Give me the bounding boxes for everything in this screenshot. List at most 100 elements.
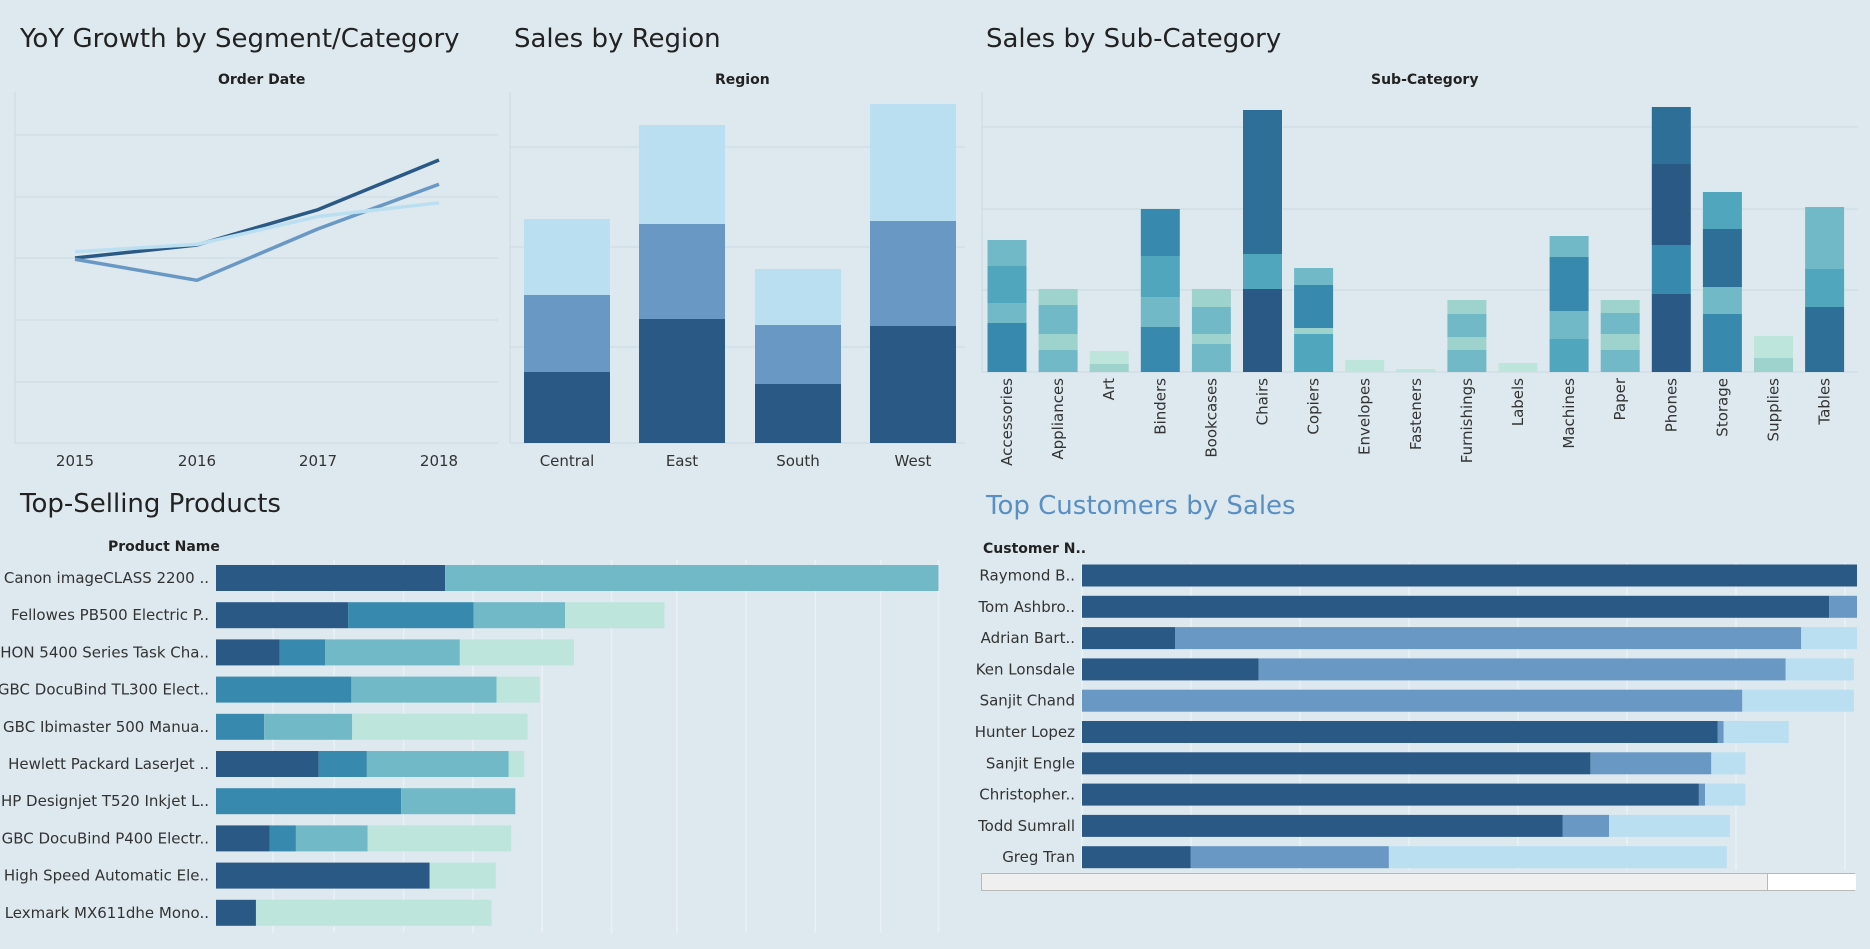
subcat-bar-segment [1651, 107, 1691, 164]
subcat-x-tick-label: Furnishings [1458, 378, 1476, 463]
customers-row-label: Christopher.. [979, 786, 1075, 804]
subcat-bar-segment [1498, 363, 1538, 372]
products-title: Top-Selling Products [20, 489, 281, 519]
region-bar-segment [639, 224, 725, 319]
customers-bar-segment [1801, 627, 1857, 650]
customers-bar-segment [1258, 658, 1786, 681]
products-bar-segment [216, 602, 349, 629]
customers-bar-segment [1190, 846, 1389, 869]
products-bar-segment [216, 751, 319, 777]
customers-row-label: Adrian Bart.. [981, 629, 1075, 647]
subcat-bar-segment [1038, 350, 1078, 372]
products-bar-segment [429, 862, 496, 889]
products-bar-segment [318, 751, 367, 777]
subcat-bar-segment [1243, 289, 1282, 372]
subcat-bar-segment [1549, 311, 1589, 339]
subcat-bar-segment [1549, 339, 1589, 372]
subcat-title: Sales by Sub-Category [986, 24, 1282, 54]
products-row-label: Canon imageCLASS 2200 .. [4, 569, 209, 587]
region-bar-segment [755, 325, 841, 384]
subcat-bar-segment [1396, 369, 1436, 372]
subcat-bar-segment [1702, 287, 1742, 314]
subcat-x-tick-label: Tables [1816, 378, 1834, 426]
region-x-tick-label: South [776, 452, 820, 470]
products-bar-segment [279, 639, 326, 666]
products-bar-segment [401, 788, 516, 815]
region-bar-segment [524, 295, 610, 372]
products-row-label: Hewlett Packard LaserJet .. [8, 755, 209, 773]
subcat-x-tick-label: Accessories [998, 378, 1016, 466]
customers-bar-segment [1562, 814, 1609, 837]
subcat-bar-segment [1702, 229, 1742, 287]
region-title: Sales by Region [514, 24, 721, 54]
products-row-label: GBC Ibimaster 500 Manua.. [3, 718, 209, 736]
products-row-label: High Speed Automatic Ele.. [4, 867, 209, 885]
subcat-bar-segment [1600, 300, 1640, 313]
subcat-bar-segment [1140, 256, 1180, 297]
subcat-bar-segment [1651, 245, 1691, 294]
subcat-bar-segment [1191, 307, 1231, 334]
products-bar-segment [352, 713, 528, 740]
customers-row-label: Todd Sumrall [977, 817, 1075, 835]
subcat-bar-segment [1038, 289, 1078, 305]
region-bar-segment [524, 219, 610, 295]
products-bar-segment [216, 676, 352, 703]
subcat-bar-segment [1447, 300, 1487, 314]
products-bar-segment [565, 602, 665, 629]
region-x-tick-label: East [666, 452, 698, 470]
products-bar-segment [216, 825, 270, 852]
subcat-axis-header: Sub-Category [1371, 72, 1479, 88]
customers-row-label: Raymond B.. [979, 567, 1075, 585]
yoy-x-tick-label: 2016 [178, 452, 216, 470]
subcat-x-tick-label: Copiers [1305, 378, 1323, 435]
products-row-label: HON 5400 Series Task Cha.. [0, 643, 209, 661]
subcat-bar-segment [1805, 307, 1845, 372]
customers-row-label: Ken Lonsdale [976, 660, 1075, 678]
products-row-label: Lexmark MX611dhe Mono.. [5, 904, 209, 922]
customers-bar-segment [1609, 814, 1730, 837]
products-column-header: Product Name [108, 539, 220, 555]
subcat-bar-segment [1754, 336, 1793, 358]
yoy-series-line-3 [74, 201, 440, 254]
subcat-bar-segment [1191, 289, 1231, 307]
yoy-x-tick-label: 2017 [299, 452, 337, 470]
customers-bar-segment [1082, 846, 1191, 869]
subcat-bar-segment [987, 323, 1027, 372]
subcat-x-tick-label: Envelopes [1356, 378, 1374, 455]
scrollbar-thumb[interactable] [1767, 874, 1856, 890]
subcat-x-tick-label: Phones [1662, 378, 1680, 432]
products-row-label: Fellowes PB500 Electric P.. [11, 606, 209, 624]
subcat-bar-segment [1345, 360, 1385, 372]
region-axis-header: Region [715, 72, 770, 88]
region-x-tick-label: West [895, 452, 932, 470]
subcat-bar-segment [1549, 236, 1589, 257]
products-row-label: GBC DocuBind TL300 Elect.. [0, 681, 209, 699]
subcat-bar-segment [1038, 334, 1078, 350]
products-bar-segment [473, 602, 566, 629]
products-bar-segment [216, 713, 265, 740]
subcat-bar-segment [1243, 110, 1282, 176]
subcat-x-tick-label: Supplies [1765, 378, 1783, 442]
subcat-bar-segment [1140, 297, 1180, 327]
products-row-label: HP Designjet T520 Inkjet L.. [1, 792, 209, 810]
customers-row-label: Sanjit Chand [980, 692, 1075, 710]
subcat-bar-segment [1702, 192, 1742, 229]
customers-bar-segment [1829, 595, 1857, 618]
products-bar-segment [366, 751, 509, 777]
subcat-bar-segment [1294, 328, 1334, 334]
products-bar-segment [216, 899, 256, 926]
products-row-label: GBC DocuBind P400 Electr.. [2, 829, 209, 847]
subcat-x-tick-label: Paper [1611, 377, 1629, 420]
products-bar-segment [216, 639, 280, 666]
customers-bar-segment [1698, 783, 1706, 806]
customers-horizontal-scrollbar[interactable] [981, 873, 1856, 891]
products-bar-segment [216, 565, 446, 591]
products-bar-segment [496, 676, 540, 703]
subcat-bar-segment [1600, 334, 1640, 350]
customers-bar-segment [1717, 721, 1724, 743]
subcat-bar-segment [1549, 257, 1589, 311]
yoy-x-tick-label: 2018 [420, 452, 458, 470]
subcat-bar-segment [1447, 314, 1487, 337]
subcat-x-tick-label: Appliances [1049, 378, 1067, 460]
yoy-title: YoY Growth by Segment/Category [20, 24, 460, 54]
